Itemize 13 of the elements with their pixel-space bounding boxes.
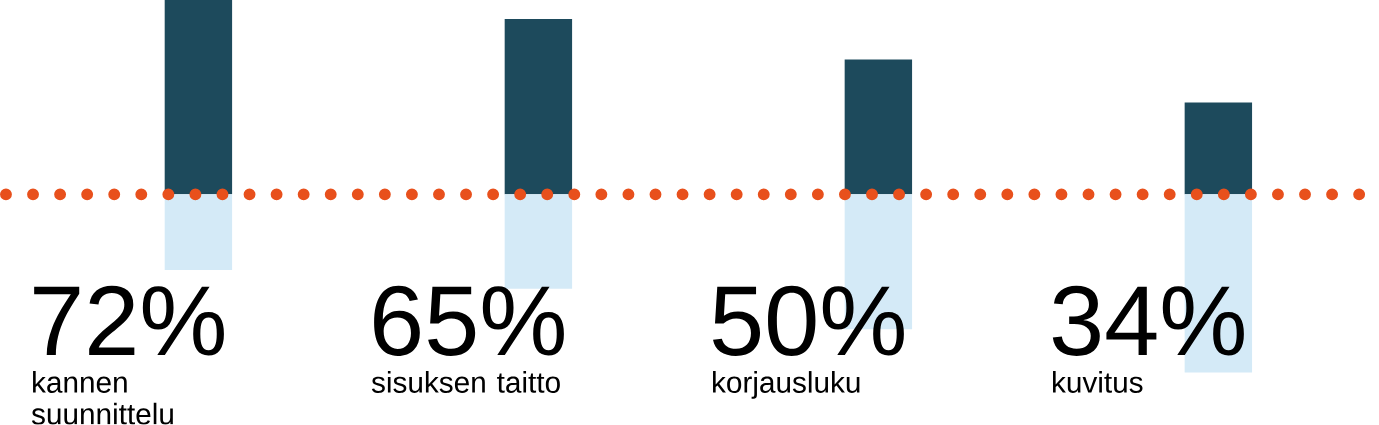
bar bbox=[164, 0, 233, 195]
bar bbox=[1184, 102, 1253, 195]
x-tick-label: korjausluku bbox=[713, 371, 860, 399]
x-tick-label: kannen suunnittelu bbox=[31, 371, 173, 425]
bar bbox=[504, 19, 573, 195]
data-label: 50% bbox=[713, 285, 904, 357]
bar bbox=[844, 59, 913, 195]
data-label: 65% bbox=[374, 285, 564, 357]
data-label: 72% bbox=[34, 285, 224, 356]
data-label: 34% bbox=[1052, 285, 1244, 357]
x-tick-label: kuvitus bbox=[1053, 371, 1143, 394]
x-tick-label: sisuksen taitto bbox=[371, 371, 560, 394]
bar bbox=[164, 194, 233, 271]
